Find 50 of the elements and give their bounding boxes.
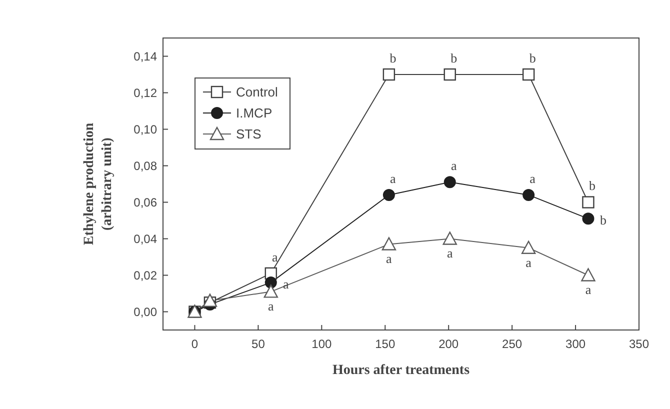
- annotation: a: [386, 251, 392, 266]
- annotation: a: [450, 158, 457, 174]
- point: [264, 284, 278, 298]
- annotation: a: [268, 298, 274, 314]
- annotation: a: [390, 170, 396, 186]
- y-tick-label: 0,06: [134, 195, 158, 210]
- point: [522, 68, 535, 81]
- point: [264, 276, 277, 289]
- x-tick-label: 0: [191, 337, 198, 351]
- annotation: b: [600, 212, 606, 228]
- point: [581, 268, 596, 282]
- x-tick-label: 100: [312, 337, 332, 351]
- point: [442, 232, 457, 245]
- point: [382, 68, 396, 81]
- point: [382, 188, 395, 201]
- y-tick-label: 0,02: [134, 268, 158, 282]
- x-tick-label: 300: [566, 337, 586, 351]
- annotation: b: [450, 50, 458, 66]
- point: [444, 176, 456, 188]
- y-axis-title: Ethylene production (arbitrary unit): [82, 122, 115, 246]
- x-tick-label: 150: [375, 337, 396, 351]
- annotation: a: [530, 170, 536, 186]
- y-tick-label: 0,00: [134, 304, 158, 319]
- point: [582, 212, 594, 225]
- x-tick-label: 350: [628, 337, 650, 351]
- y-tick-label: 0,14: [134, 49, 158, 64]
- x-tick-label: 50: [252, 337, 266, 351]
- point: [521, 240, 536, 254]
- point: [382, 237, 396, 250]
- y-tick-label: 0,12: [134, 86, 158, 100]
- point: [582, 196, 594, 208]
- point: [522, 188, 535, 201]
- annotation: a: [272, 249, 278, 264]
- point: [202, 294, 218, 307]
- x-tick-label: 250: [502, 337, 522, 351]
- legend-label: STS: [236, 126, 262, 142]
- annotation: b: [529, 50, 536, 66]
- y-tick-label: 0,04: [134, 232, 158, 246]
- legend-label: Control: [236, 84, 278, 100]
- annotation: a: [446, 246, 453, 261]
- annotation: b: [588, 178, 596, 194]
- x-tick-label: 200: [438, 337, 459, 351]
- point: [444, 68, 456, 81]
- y-tick-label: 0,10: [134, 122, 158, 136]
- annotation: a: [585, 282, 592, 298]
- x-axis-title: Hours after treatments: [332, 363, 470, 378]
- legend-label: I.MCP: [236, 106, 272, 120]
- annotation: a: [526, 254, 532, 270]
- annotation: b: [390, 50, 396, 66]
- y-tick-label: 0,08: [134, 158, 158, 173]
